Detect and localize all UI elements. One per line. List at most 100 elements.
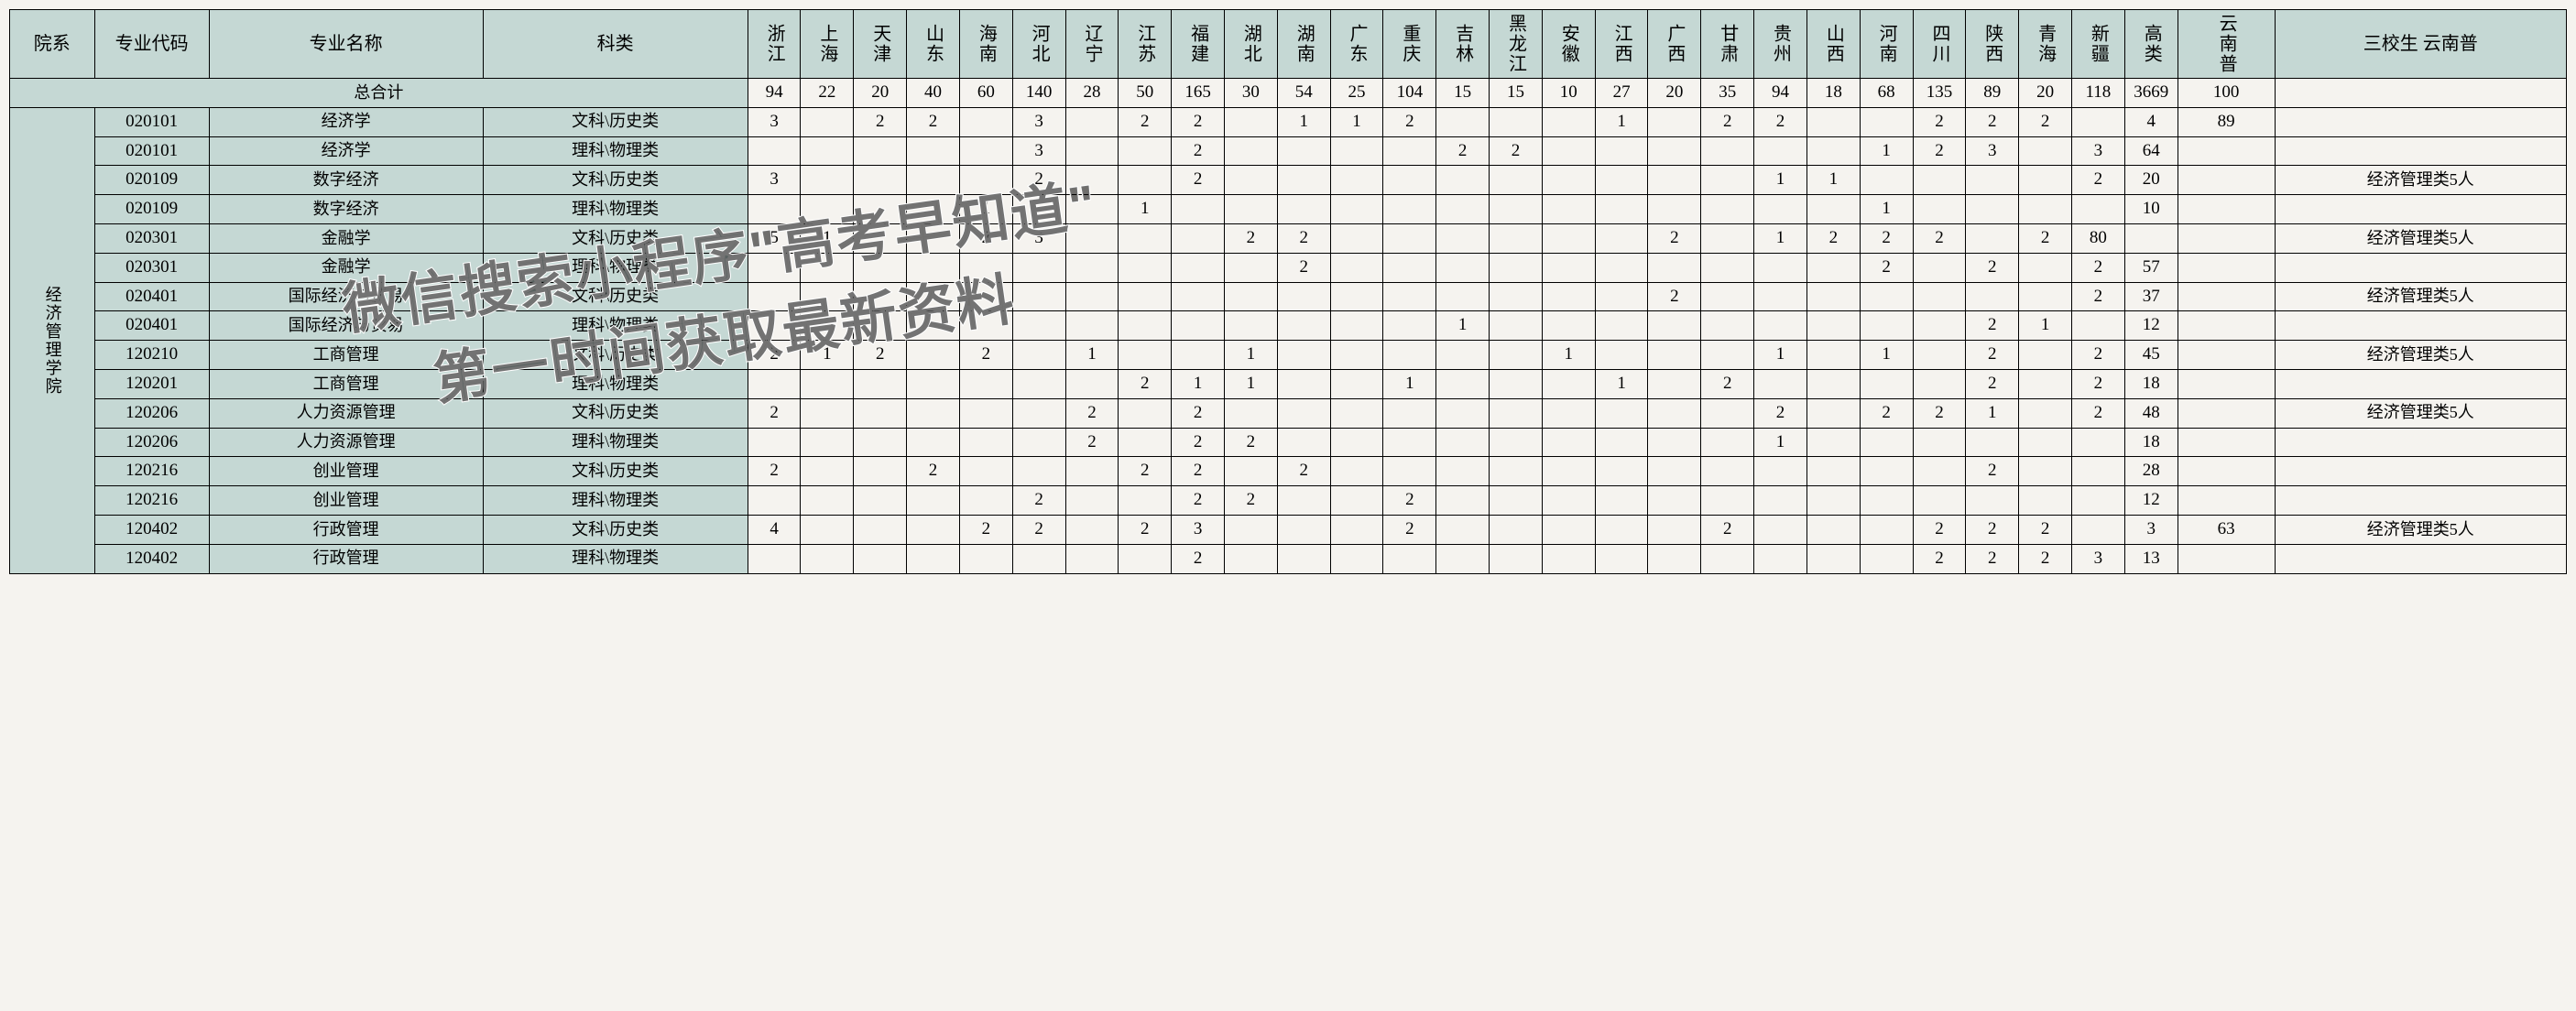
code-cell: 020301 [94,253,209,282]
value-cell [1648,341,1701,370]
value-cell [1595,195,1648,224]
value-cell [959,398,1012,428]
note-cell [2275,544,2566,573]
value-cell: 2 [748,341,801,370]
value-cell: 12 [2124,311,2178,341]
total-cell: 68 [1860,79,1913,108]
value-cell [1277,486,1330,516]
note-cell [2275,195,2566,224]
code-cell: 020401 [94,311,209,341]
value-cell [1806,311,1860,341]
value-cell [1701,195,1754,224]
value-cell [1383,282,1436,311]
value-cell [1595,398,1648,428]
value-cell [1330,486,1383,516]
value-cell: 2 [1383,515,1436,544]
value-cell [2178,544,2275,573]
hdr-prov-26: 高类 [2124,10,2178,79]
table-row: 120210工商管理文科\历史类2122111112245经济管理类5人 [10,341,2567,370]
value-cell [1224,166,1277,195]
value-cell: 2 [907,107,960,136]
value-cell: 1 [1436,311,1490,341]
value-cell [959,544,1012,573]
value-cell [1277,428,1330,457]
value-cell [2178,253,2275,282]
value-cell [1754,515,1807,544]
value-cell [1224,107,1277,136]
value-cell [1224,398,1277,428]
total-cell: 135 [1913,79,1966,108]
subj-cell: 文科\历史类 [483,457,748,486]
value-cell: 10 [2124,195,2178,224]
value-cell [1224,195,1277,224]
table-row: 120402行政管理理科\物理类2222313 [10,544,2567,573]
subj-cell: 理科\物理类 [483,486,748,516]
table-body: 总合计9422204060140285016530542510415151027… [10,79,2567,574]
table-row: 120201工商管理理科\物理类2111122218 [10,369,2567,398]
value-cell [1542,282,1595,311]
value-cell [1383,311,1436,341]
value-cell: 2 [1172,544,1225,573]
value-cell [907,136,960,166]
value-cell [1966,223,2019,253]
value-cell [1277,515,1330,544]
value-cell [1913,166,1966,195]
value-cell [1754,369,1807,398]
value-cell [2019,341,2072,370]
value-cell [1065,223,1119,253]
code-cell: 020101 [94,136,209,166]
value-cell: 1 [1754,223,1807,253]
value-cell [1172,341,1225,370]
value-cell [1065,195,1119,224]
value-cell [1172,282,1225,311]
total-cell: 22 [801,79,854,108]
value-cell [748,544,801,573]
value-cell: 2 [1012,515,1065,544]
total-cell: 40 [907,79,960,108]
name-cell: 国际经济与贸易 [209,311,483,341]
value-cell [1490,369,1543,398]
value-cell: 3 [2071,136,2124,166]
value-cell [1542,107,1595,136]
value-cell [1119,486,1172,516]
value-cell [1913,486,1966,516]
value-cell [2178,457,2275,486]
hdr-prov-4: 海南 [959,10,1012,79]
value-cell [1490,195,1543,224]
value-cell: 1 [1754,166,1807,195]
value-cell: 1 [1119,195,1172,224]
value-cell [854,457,907,486]
value-cell [1542,457,1595,486]
value-cell: 1 [1224,341,1277,370]
value-cell [1806,195,1860,224]
value-cell [1119,253,1172,282]
value-cell [1224,311,1277,341]
value-cell [1383,253,1436,282]
value-cell [801,253,854,282]
value-cell [1542,369,1595,398]
value-cell [1383,195,1436,224]
value-cell [1330,369,1383,398]
value-cell [959,486,1012,516]
hdr-prov-9: 湖北 [1224,10,1277,79]
code-cell: 020109 [94,195,209,224]
value-cell [2019,136,2072,166]
hdr-prov-0: 浙江 [748,10,801,79]
value-cell [1860,486,1913,516]
value-cell [1065,282,1119,311]
value-cell [854,515,907,544]
value-cell [748,486,801,516]
value-cell [1065,311,1119,341]
hdr-note: 三校生 云南普 [2275,10,2566,79]
code-cell: 120206 [94,398,209,428]
value-cell [959,166,1012,195]
value-cell [1701,282,1754,311]
name-cell: 行政管理 [209,544,483,573]
value-cell [854,311,907,341]
table-row: 020109数字经济文科\历史类32211220经济管理类5人 [10,166,2567,195]
value-cell [1913,282,1966,311]
value-cell [1436,369,1490,398]
subj-cell: 文科\历史类 [483,223,748,253]
value-cell: 2 [1012,486,1065,516]
value-cell [1648,515,1701,544]
